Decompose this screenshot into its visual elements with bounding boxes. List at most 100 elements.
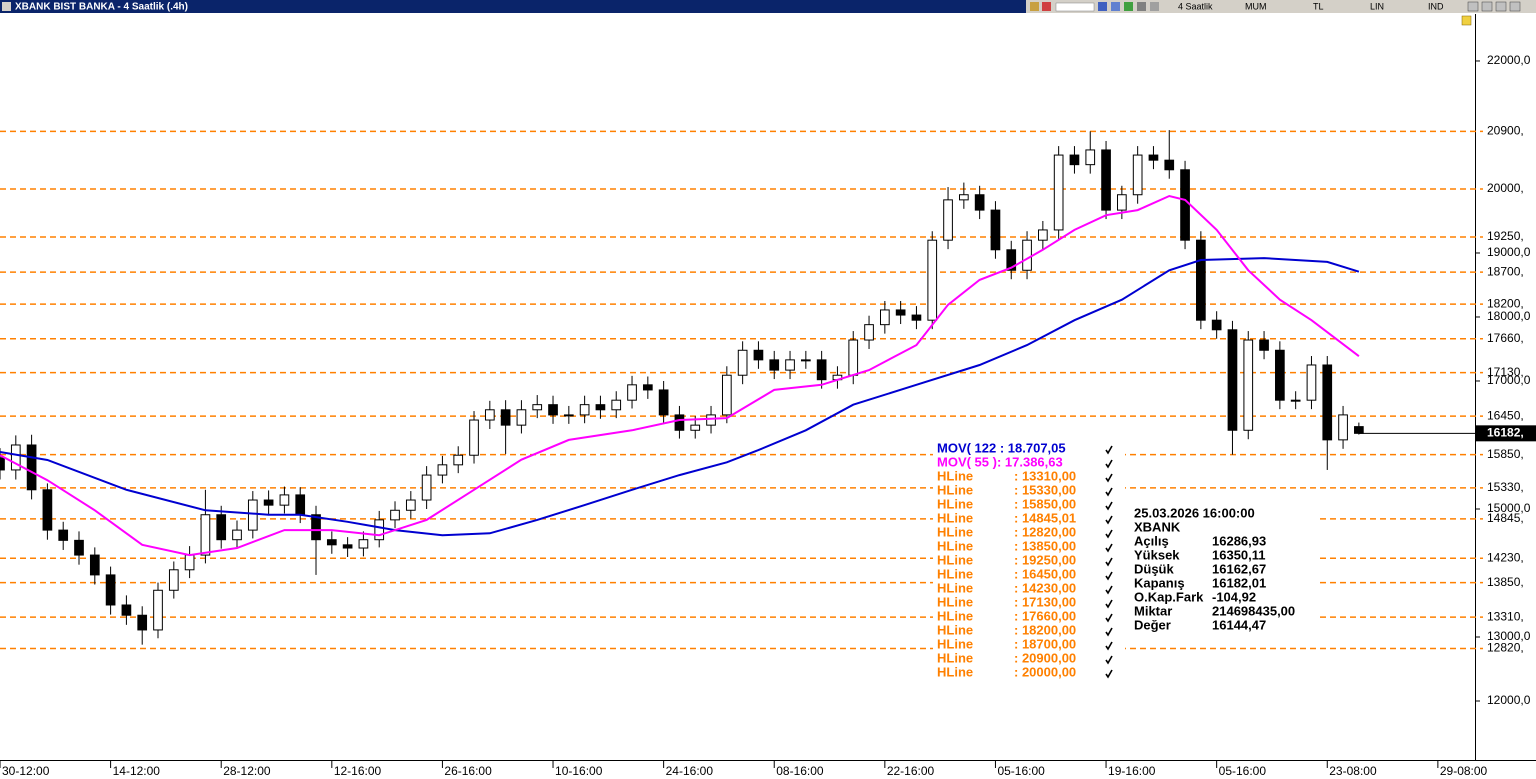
close-button[interactable] (1509, 1, 1521, 12)
last-price-box (1476, 425, 1536, 442)
check-icon (1105, 459, 1113, 469)
hline-label: 17660, (1487, 331, 1524, 345)
info-label: O.Kap.Fark (1134, 589, 1204, 604)
toolbar-label: LIN (1370, 1, 1384, 11)
legend-entry-name: HLine (937, 566, 973, 581)
candle-body (1322, 364, 1333, 441)
candle-body (753, 349, 764, 361)
hline-label: 15850, (1487, 447, 1524, 461)
check-icon (1105, 641, 1113, 651)
candle-body (390, 509, 400, 521)
candle-body (1148, 154, 1159, 161)
legend-entry-value: : 16450,00 (1014, 566, 1076, 581)
candle-body (137, 614, 148, 631)
candle-body (121, 604, 132, 616)
candle-body (26, 444, 37, 491)
legend-entry-name: HLine (937, 510, 973, 525)
check-icon (1105, 515, 1113, 525)
x-tick-label: 12-16:00 (334, 764, 382, 778)
hline-label: 13310, (1487, 609, 1524, 623)
tool-icon[interactable] (1150, 2, 1159, 11)
info-datetime: 25.03.2026 16:00:00 (1134, 505, 1255, 520)
info-value: 16350,11 (1212, 547, 1266, 562)
candle-body (311, 514, 321, 541)
window-icon[interactable] (2, 2, 11, 11)
candle-body (737, 349, 748, 376)
candle-body (1117, 194, 1127, 211)
tool-icon[interactable] (1124, 2, 1133, 11)
hline-label: 18700, (1487, 264, 1524, 278)
moving-average-line (0, 194, 1360, 557)
hline-label-bg (1484, 180, 1536, 197)
x-tick-label: 26-16:00 (444, 764, 492, 778)
legend-entry-name: HLine (937, 636, 973, 651)
legend-background (933, 442, 1125, 682)
check-icon (1105, 445, 1113, 455)
candle-body (1227, 329, 1238, 431)
info-label: Yüksek (1134, 547, 1180, 562)
check-icon (1105, 669, 1113, 679)
info-label: Düşük (1134, 561, 1175, 576)
toolbar-label: TL (1313, 1, 1324, 11)
tool-icon[interactable] (1111, 2, 1120, 11)
x-tick-label: 08-16:00 (776, 764, 824, 778)
candle-body (690, 424, 701, 431)
check-icon (1105, 627, 1113, 637)
legend-entry-value: : 15330,00 (1014, 482, 1076, 497)
legend-entry-name: HLine (937, 608, 973, 623)
maximize-button[interactable] (1495, 1, 1507, 12)
candle-body (959, 194, 969, 201)
hline-label-bg (1484, 446, 1536, 463)
candle-body (816, 359, 827, 381)
legend-entry-name: HLine (937, 468, 973, 483)
check-icon (1105, 473, 1113, 483)
candle-body (247, 499, 258, 531)
hline-label: 19250, (1487, 229, 1524, 243)
hline-label: 14230, (1487, 550, 1524, 564)
candle-body (184, 554, 195, 571)
legend-entry-name: HLine (937, 650, 973, 665)
candle-body (326, 539, 337, 546)
legend-entry-name: HLine (937, 580, 973, 595)
restore-button[interactable] (1481, 1, 1493, 12)
candle-body (358, 539, 369, 549)
legend-entry-value: : 12820,00 (1014, 524, 1076, 539)
candle-body (453, 454, 464, 466)
legend-entry-value: : 15850,00 (1014, 496, 1076, 511)
candle-body (342, 544, 353, 549)
tool-field[interactable] (1055, 2, 1095, 12)
tool-icon[interactable] (1137, 2, 1146, 11)
minimize-button[interactable] (1467, 1, 1479, 12)
check-icon (1105, 501, 1113, 511)
hline-label: 12820, (1487, 641, 1524, 655)
legend-entry-value: : 19250,00 (1014, 552, 1076, 567)
candle-body (1132, 154, 1143, 196)
candle-body (1069, 154, 1080, 166)
legend-entry-name: HLine (937, 524, 973, 539)
legend-entry-name: HLine (937, 664, 973, 679)
y-tick-label: 22000,0 (1487, 53, 1531, 67)
hline-label-bg (1484, 123, 1536, 140)
x-tick-label: 14-12:00 (113, 764, 161, 778)
candle-body (800, 359, 811, 362)
candle-body (1006, 249, 1017, 271)
hline-label-bg (1484, 479, 1536, 496)
legend-entry-value: : 20900,00 (1014, 650, 1076, 665)
tool-icon[interactable] (1030, 2, 1039, 11)
tool-icon[interactable] (1098, 2, 1107, 11)
candle-body (263, 499, 274, 506)
lock-icon[interactable] (1461, 15, 1472, 26)
hline-label-bg (1484, 550, 1536, 567)
y-tick-label: 12000,0 (1487, 693, 1531, 707)
candle-body (848, 339, 859, 376)
candle-body (658, 389, 669, 416)
legend-entry-value: : 20000,00 (1014, 664, 1076, 679)
check-icon (1105, 585, 1113, 595)
legend-entry: MOV( 55 ): 17.386,63 (937, 454, 1063, 469)
legend-entry-value: : 17660,00 (1014, 608, 1076, 623)
candle-body (516, 409, 527, 426)
hline-label-bg (1484, 364, 1536, 381)
candle-body (627, 384, 637, 401)
tool-icon[interactable] (1042, 2, 1051, 11)
